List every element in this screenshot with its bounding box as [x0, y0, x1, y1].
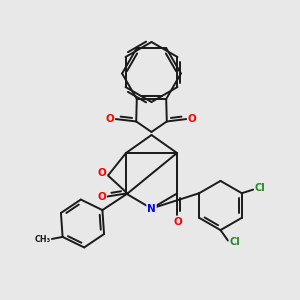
Text: O: O — [188, 114, 197, 124]
Text: O: O — [174, 217, 183, 227]
Text: CH₃: CH₃ — [34, 236, 51, 244]
Text: O: O — [105, 114, 114, 124]
Text: O: O — [97, 191, 106, 202]
Text: O: O — [98, 168, 106, 178]
Text: Cl: Cl — [255, 183, 266, 194]
Text: Cl: Cl — [230, 237, 240, 247]
Text: N: N — [147, 203, 156, 214]
